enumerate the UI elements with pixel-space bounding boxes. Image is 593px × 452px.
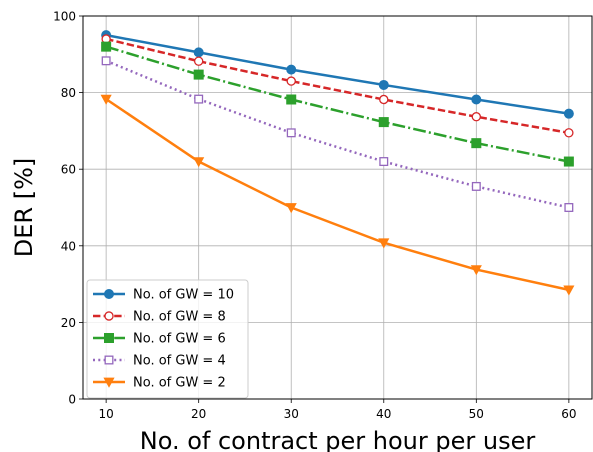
series-1	[101, 30, 574, 119]
y-axis-label: DER [%]	[10, 158, 38, 257]
data-point	[471, 181, 481, 191]
y-tick-label: 40	[61, 239, 76, 253]
series-line	[105, 59, 570, 209]
legend-label: No. of GW = 2	[133, 376, 226, 391]
legend-item: No. of GW = 8	[93, 310, 226, 325]
legend-item: No. of GW = 2	[93, 376, 226, 391]
series-3	[101, 41, 574, 167]
data-point	[286, 94, 297, 105]
x-tick-label: 20	[191, 407, 206, 421]
legend-label: No. of GW = 6	[133, 332, 226, 347]
data-point	[379, 157, 389, 167]
data-point	[564, 203, 574, 212]
data-point	[379, 94, 389, 105]
data-point	[193, 157, 205, 168]
series-line	[105, 37, 570, 135]
legend-label: No. of GW = 4	[133, 354, 226, 369]
series-line	[105, 45, 570, 163]
legend-marker	[104, 333, 114, 343]
x-tick-label: 60	[561, 407, 576, 421]
legend-item: No. of GW = 4	[93, 354, 226, 369]
data-point	[564, 128, 574, 138]
legend-marker	[104, 311, 114, 321]
y-tick-label: 100	[53, 10, 76, 24]
series-5	[100, 94, 575, 296]
y-tick-label: 0	[68, 393, 76, 407]
x-axis-label: No. of contract per hour per user	[140, 427, 536, 452]
series-line	[105, 33, 570, 115]
data-point	[101, 56, 111, 66]
legend-item: No. of GW = 6	[93, 332, 226, 347]
data-point	[471, 112, 482, 122]
data-point	[193, 47, 204, 58]
legend-box	[86, 279, 249, 399]
x-tick-label: 50	[469, 407, 484, 421]
data-point	[286, 128, 296, 138]
y-tick-label: 80	[61, 86, 76, 100]
x-tick-label: 10	[98, 407, 113, 421]
legend-marker	[103, 377, 115, 388]
series-2	[101, 34, 574, 138]
data-point	[193, 56, 204, 66]
data-point	[378, 117, 389, 128]
data-point	[470, 265, 482, 276]
data-point	[285, 203, 297, 214]
data-point	[286, 76, 296, 86]
legend: No. of GW = 10 No. of GW = 8 No. of GW = 6…	[86, 279, 249, 399]
data-point	[563, 108, 574, 119]
data-point	[194, 94, 204, 104]
axis-ticks: 10 20 30 40 50 60 0 20 40 60 80 100	[53, 10, 576, 422]
data-point	[100, 94, 112, 105]
data-point	[286, 64, 297, 75]
data-point	[193, 69, 204, 80]
y-tick-label: 60	[61, 163, 76, 177]
x-tick-label: 40	[376, 407, 391, 421]
data-point	[101, 41, 112, 52]
legend-label: No. of GW = 10	[133, 288, 234, 303]
data-point	[378, 79, 389, 90]
x-tick-label: 30	[284, 407, 299, 421]
data-point	[378, 238, 390, 249]
y-tick-label: 20	[61, 316, 76, 330]
legend-label: No. of GW = 8	[133, 310, 226, 325]
series-lines	[100, 30, 575, 296]
plot-frame	[82, 15, 593, 400]
legend-item: No. of GW = 10	[93, 288, 234, 303]
data-point	[471, 138, 482, 149]
legend-marker	[104, 355, 114, 365]
data-point	[471, 94, 482, 105]
series-4	[101, 56, 574, 212]
series-line	[105, 98, 570, 292]
data-point	[563, 156, 574, 167]
data-point	[563, 285, 575, 296]
legend-marker	[104, 289, 114, 299]
